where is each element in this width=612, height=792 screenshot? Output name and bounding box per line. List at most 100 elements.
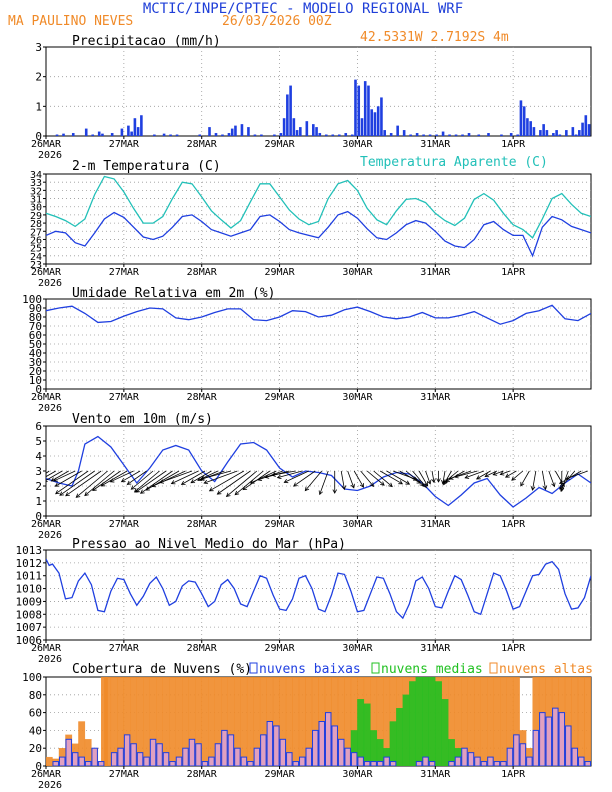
wind-arrow-head (520, 481, 525, 487)
precip-bar (519, 100, 523, 136)
wind-arrow (449, 470, 472, 480)
header-title: MCTIC/INPE/CPTEC - MODELO REGIONAL WRF (143, 1, 463, 17)
y-tick-label: 31 (30, 195, 42, 206)
wind-arrow (84, 470, 115, 496)
cloud-bar-nuvens-baixas (65, 738, 72, 766)
y-tick-label: 24 (30, 252, 42, 263)
precip-bar (396, 125, 399, 136)
plot-area (46, 677, 591, 766)
cloud-bar-nuvens-baixas (143, 756, 150, 766)
precip-bar (571, 127, 575, 136)
cloud-bar-nuvens-baixas (376, 761, 384, 766)
y-tick-label: 4 (35, 450, 42, 463)
cloud-bar-nuvens-baixas (370, 761, 377, 766)
legend-swatch (489, 662, 498, 674)
series-line (46, 558, 591, 620)
plot-area (46, 435, 591, 508)
cloud-bar-nuvens-baixas (97, 761, 105, 766)
wind-arrow-head (242, 485, 248, 491)
wind-arrow (209, 470, 245, 492)
cloud-bar-nuvens-baixas (91, 747, 98, 766)
y-tick-label: 2 (35, 480, 42, 493)
wind-arrow-head (197, 476, 202, 481)
cloud-bar-nuvens-baixas (188, 738, 196, 766)
wind-arrow-head (484, 473, 490, 478)
wind-arrow-head (135, 488, 140, 493)
precip-bar (240, 124, 244, 136)
precip-bar (331, 134, 335, 136)
cloud-bar-nuvens-baixas (552, 707, 559, 766)
x-tick-label: 30MAR (342, 392, 373, 403)
x-year-label: 2026 (38, 780, 62, 791)
panel-precip: 0 1 2 3 26MAR 27MAR 28MAR 29MAR 30MAR 31MAR 1APR 20… (31, 34, 592, 161)
wind-arrow (340, 470, 345, 490)
x-tick-label: 27MAR (109, 139, 140, 150)
wind-arrow-head (199, 476, 205, 481)
precip-bar (279, 133, 283, 136)
wind-arrow (127, 470, 147, 485)
precip-bar (435, 134, 438, 136)
wind-arrow-head (208, 487, 214, 492)
cloud-bar-nuvens-baixas (208, 756, 215, 766)
wind-arrow-head (75, 493, 81, 498)
cloud-bar-nuvens-baixas (480, 761, 488, 766)
wind-arrow-head (53, 477, 58, 482)
panel-frame (45, 46, 592, 137)
y-tick-label: 1012 (16, 557, 43, 570)
wind-arrow-head (293, 482, 298, 487)
precip-bar (55, 134, 59, 136)
cloud-bar-nuvens-baixas (266, 721, 274, 766)
precip-bar (214, 133, 218, 136)
cloud-bar-nuvens-medias (415, 677, 423, 766)
precip-bar (110, 133, 114, 136)
cloud-bar-nuvens-altas (577, 677, 585, 766)
cloud-bar-nuvens-baixas (130, 743, 137, 766)
cloud-bar-nuvens-baixas (71, 752, 79, 766)
precip-bar (367, 85, 370, 136)
wind-arrow (386, 470, 410, 485)
precip-bar (409, 134, 412, 136)
y-tick-label: 1 (35, 100, 42, 113)
wind-arrow-head (190, 479, 196, 484)
precip-bar (373, 112, 377, 136)
precip-bar (253, 134, 257, 136)
y-tick-label: 27 (30, 227, 42, 238)
y-tick-label: 100 (22, 293, 42, 306)
wind-arrow (55, 470, 89, 495)
y-tick-label: 1009 (16, 595, 43, 608)
y-tick-label: 1011 (16, 570, 43, 583)
wind-arrow (135, 470, 167, 493)
wind-arrow (548, 470, 555, 487)
x-year-label: 2026 (38, 403, 62, 414)
wind-arrow-head (431, 478, 436, 484)
wind-arrow-head (55, 489, 60, 495)
wind-arrow (46, 470, 63, 481)
wind-arrow-head (92, 486, 97, 491)
cloud-bar-nuvens-altas (480, 677, 488, 766)
cloud-bar-nuvens-baixas (324, 712, 332, 766)
wind-arrow-head (120, 478, 126, 483)
precip-bar (318, 133, 322, 136)
cloud-bar-nuvens-baixas (156, 743, 163, 766)
y-tick-label: 0 (35, 510, 42, 523)
precip-bar (230, 128, 234, 136)
cloud-bar-nuvens-medias (428, 677, 436, 766)
wind-arrow (121, 470, 141, 483)
wind-arrow-head (54, 482, 60, 487)
cloud-bar-nuvens-baixas (149, 738, 157, 766)
precip-bar (532, 127, 536, 136)
series-line (46, 210, 591, 258)
precip-bar (428, 134, 432, 136)
x-tick-label: 27MAR (109, 392, 140, 403)
wind-arrow-head (100, 482, 106, 487)
precip-bar (360, 118, 364, 136)
panel-title: Cobertura de Nuvens (%) (72, 662, 252, 677)
precip-bar (234, 125, 237, 136)
cloud-bar-nuvens-baixas (260, 734, 267, 766)
cloud-bar-nuvens-baixas (227, 734, 235, 766)
cloud-bar-nuvens-baixas (182, 747, 189, 766)
cloud-bar-nuvens-altas (208, 677, 215, 766)
wind-arrow-head (511, 476, 516, 481)
cloud-bar-nuvens-medias (435, 681, 442, 766)
cloud-bar-nuvens-baixas (78, 756, 85, 766)
